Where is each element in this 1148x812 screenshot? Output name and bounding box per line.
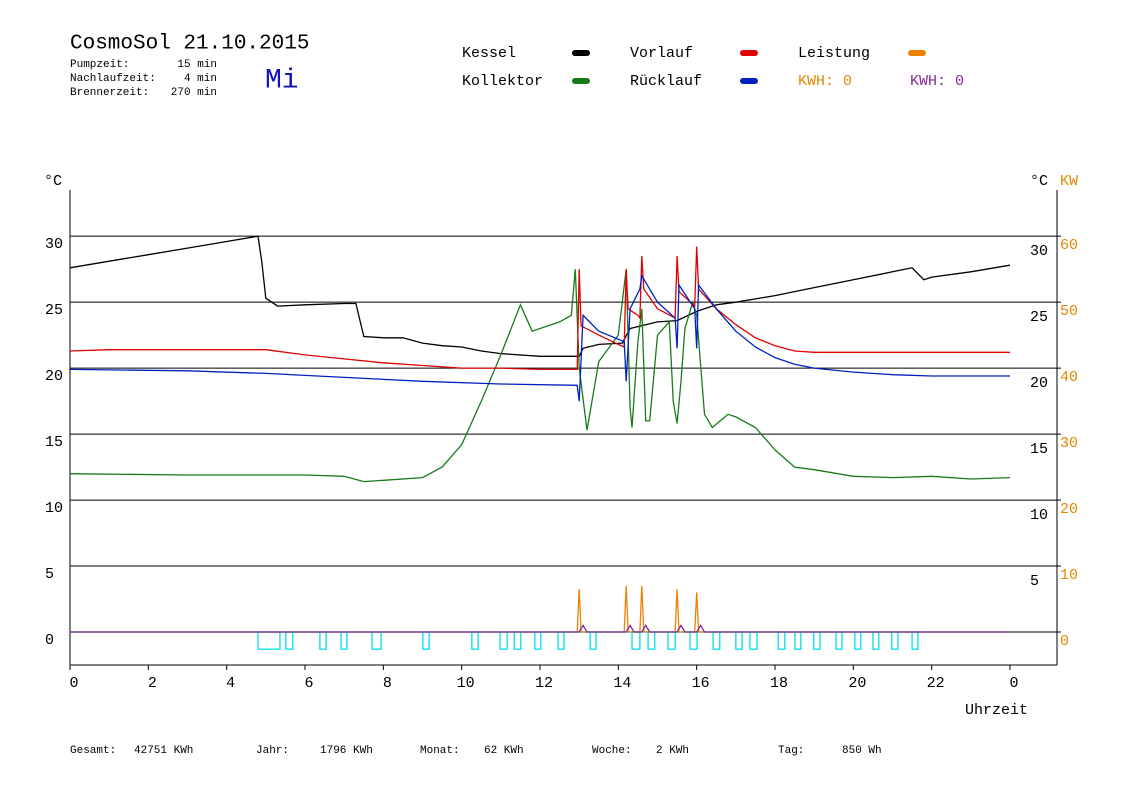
total-value: 62 KWh bbox=[484, 745, 524, 757]
info-value: 15 min bbox=[177, 59, 217, 71]
x-tick-label: 14 bbox=[613, 675, 631, 692]
x-tick-label: 16 bbox=[692, 675, 710, 692]
total-value: 2 KWh bbox=[656, 745, 689, 757]
series-line bbox=[70, 585, 1010, 633]
x-axis-label: Uhrzeit bbox=[965, 702, 1028, 719]
x-tick-label: 6 bbox=[304, 675, 313, 692]
kwh-label: KWH: 0 bbox=[910, 73, 964, 90]
total-label: Woche: bbox=[592, 745, 632, 757]
legend-label: Leistung bbox=[798, 45, 870, 62]
series-line bbox=[70, 624, 1010, 633]
x-tick-label: 4 bbox=[226, 675, 235, 692]
series-line bbox=[69, 273, 1010, 402]
legend-label: Rücklauf bbox=[630, 73, 702, 90]
x-tick-label: 0 bbox=[69, 675, 78, 692]
y-right-tick-label: 30 bbox=[1030, 243, 1048, 260]
total-label: Tag: bbox=[778, 745, 804, 757]
series-line bbox=[69, 246, 1010, 371]
y2-tick-label: 0 bbox=[1060, 633, 1069, 650]
total-value: 850 Wh bbox=[842, 745, 882, 757]
info-label: Pumpzeit: bbox=[70, 59, 129, 71]
total-label: Monat: bbox=[420, 745, 460, 757]
y-right-label: °C bbox=[1030, 173, 1048, 190]
info-value: 270 min bbox=[171, 87, 217, 99]
y2-tick-label: 60 bbox=[1060, 237, 1078, 254]
chart-title: CosmoSol 21.10.2015 bbox=[70, 33, 309, 56]
y2-tick-label: 40 bbox=[1060, 369, 1078, 386]
y-axis-label: °C bbox=[44, 173, 62, 190]
y-right-tick-label: 25 bbox=[1030, 309, 1048, 326]
y2-tick-label: 30 bbox=[1060, 435, 1078, 452]
y-tick-label: 20 bbox=[45, 368, 63, 385]
info-label: Nachlaufzeit: bbox=[70, 73, 156, 85]
y-tick-label: 10 bbox=[45, 500, 63, 517]
y-tick-label: 30 bbox=[45, 236, 63, 253]
x-tick-label: 8 bbox=[383, 675, 392, 692]
y2-tick-label: 50 bbox=[1060, 303, 1078, 320]
info-value: 4 min bbox=[184, 73, 217, 85]
legend-label: Kessel bbox=[462, 45, 516, 62]
x-tick-label: 0 bbox=[1009, 675, 1018, 692]
y-right-tick-label: 20 bbox=[1030, 375, 1048, 392]
y-tick-label: 0 bbox=[45, 632, 54, 649]
legend-label: Vorlauf bbox=[630, 45, 693, 62]
series-line bbox=[69, 269, 1011, 483]
x-tick-label: 20 bbox=[848, 675, 866, 692]
x-tick-label: 12 bbox=[535, 675, 553, 692]
x-tick-label: 22 bbox=[927, 675, 945, 692]
y-right-tick-label: 15 bbox=[1030, 441, 1048, 458]
y-tick-label: 15 bbox=[45, 434, 63, 451]
legend-label: Kollektor bbox=[462, 73, 543, 90]
total-label: Jahr: bbox=[256, 745, 289, 757]
y2-tick-label: 10 bbox=[1060, 567, 1078, 584]
total-label: Gesamt: bbox=[70, 745, 116, 757]
y-tick-label: 25 bbox=[45, 302, 63, 319]
y-tick-label: 5 bbox=[45, 566, 54, 583]
y2-axis-label: KW bbox=[1060, 173, 1078, 190]
kwh-label: KWH: 0 bbox=[798, 73, 852, 90]
series-line bbox=[69, 235, 1011, 357]
info-label: Brennerzeit: bbox=[70, 87, 149, 99]
x-tick-label: 18 bbox=[770, 675, 788, 692]
total-value: 1796 KWh bbox=[320, 745, 373, 757]
x-tick-label: 10 bbox=[457, 675, 475, 692]
total-value: 42751 KWh bbox=[134, 745, 193, 757]
x-tick-label: 2 bbox=[148, 675, 157, 692]
y-right-tick-label: 5 bbox=[1030, 573, 1039, 590]
y-right-tick-label: 10 bbox=[1030, 507, 1048, 524]
y2-tick-label: 20 bbox=[1060, 501, 1078, 518]
weekday: Mi bbox=[265, 65, 299, 96]
